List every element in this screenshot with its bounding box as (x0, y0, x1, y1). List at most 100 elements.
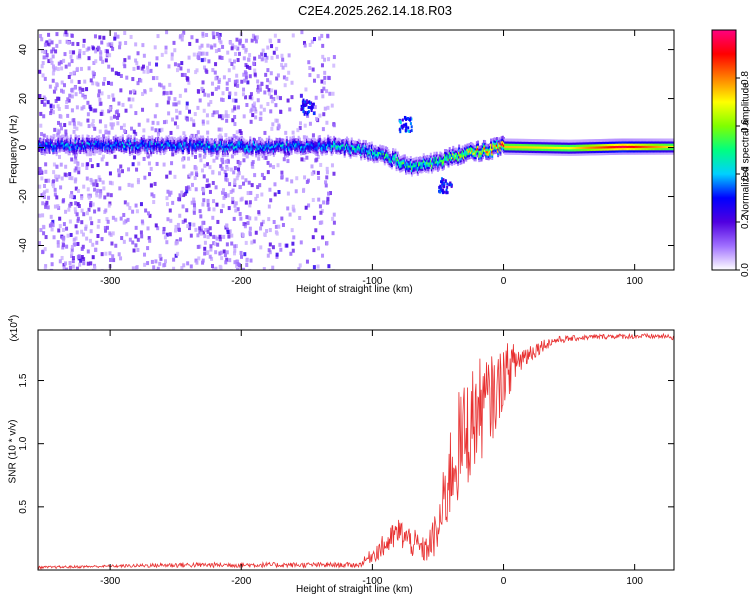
ridge-cell (350, 150, 353, 154)
noise-speckle (146, 261, 150, 266)
ridge-cell (315, 141, 318, 145)
ridge-cell (578, 148, 581, 152)
ridge-cell (492, 142, 495, 146)
ridge-cell (549, 150, 552, 154)
ridge-cell (75, 153, 78, 157)
noise-speckle (85, 165, 89, 170)
ridge-cell (97, 144, 100, 148)
noise-speckle (42, 55, 46, 60)
ridge-cell (245, 148, 248, 152)
ridge-cell (42, 149, 45, 153)
ridge-cell (71, 138, 74, 142)
ridge-cell (582, 143, 585, 147)
noise-speckle (144, 208, 148, 213)
ridge-cell (631, 151, 634, 155)
ridge-cell (545, 148, 548, 152)
ridge-cell (583, 152, 586, 156)
noise-speckle (218, 171, 222, 176)
noise-speckle (43, 102, 47, 107)
ridge-cell (526, 138, 529, 142)
noise-speckle (253, 101, 257, 106)
ridge-cell (574, 139, 577, 143)
noise-speckle (108, 201, 112, 206)
noise-speckle (43, 183, 47, 188)
ridge-cell (174, 145, 177, 149)
ridge-cell (526, 152, 529, 156)
noise-speckle (304, 87, 308, 92)
noise-speckle (263, 52, 267, 57)
ridge-cell (245, 152, 248, 156)
noise-speckle (58, 224, 62, 229)
ridge-cell (349, 155, 352, 159)
noise-speckle (267, 248, 271, 253)
ridge-cell (455, 149, 458, 153)
ridge-cell (355, 154, 358, 158)
ridge-cell (194, 144, 197, 148)
ridge-cell (460, 152, 463, 156)
noise-speckle (325, 166, 329, 171)
ridge-cell (396, 151, 399, 155)
ridge-cell (56, 135, 59, 139)
noise-speckle (78, 51, 82, 56)
ridge-cell (381, 156, 384, 160)
ridge-cell (550, 143, 553, 147)
ridge-cell (283, 146, 286, 150)
ridge-cell (388, 157, 391, 161)
ridge-cell (537, 145, 540, 149)
ridge-cell (331, 144, 334, 148)
ridge-cell (530, 147, 533, 151)
ridge-cell (126, 135, 129, 139)
ridge-cell (117, 143, 120, 147)
ridge-cell (503, 148, 506, 152)
noise-speckle (67, 40, 71, 45)
noise-speckle (92, 182, 96, 187)
ridge-cell (107, 144, 110, 148)
ridge-cell (334, 137, 337, 141)
noise-speckle (112, 114, 116, 119)
ridge-cell (487, 150, 490, 154)
ridge-cell (52, 142, 55, 146)
ridge-cell (301, 149, 304, 153)
noise-speckle (77, 53, 81, 58)
ridge-cell (449, 160, 452, 164)
ridge-cell (179, 146, 182, 150)
ridge-cell (390, 166, 393, 170)
noise-speckle (185, 208, 189, 213)
ridge-cell (181, 149, 184, 153)
ridge-cell (86, 136, 89, 140)
ridge-cell (517, 147, 520, 151)
ridge-cell (490, 138, 493, 142)
noise-speckle (92, 60, 96, 65)
ridge-cell (563, 152, 566, 156)
ridge-cell (407, 160, 410, 164)
ridge-cell (152, 141, 155, 145)
ridge-cell (240, 140, 243, 144)
noise-speckle (41, 250, 45, 255)
ridge-cell (245, 141, 248, 145)
ridge-cell (602, 145, 605, 149)
ridge-cell (549, 148, 552, 152)
ridge-cell (617, 149, 620, 153)
noise-speckle (52, 67, 56, 72)
ridge-cell (262, 139, 265, 143)
ridge-cell (554, 150, 557, 154)
ridge-cell (315, 146, 318, 150)
noise-speckle (170, 56, 174, 61)
ridge-cell (567, 144, 570, 148)
ridge-cell (272, 149, 275, 153)
ridge-cell (503, 150, 506, 154)
ridge-cell (72, 141, 75, 145)
ridge-cell (97, 135, 100, 139)
ridge-cell (495, 148, 498, 152)
ridge-cell (513, 147, 516, 151)
ridge-cell (298, 139, 301, 143)
ridge-cell (558, 150, 561, 154)
ridge-cell (353, 147, 356, 151)
ridge-cell (215, 149, 218, 153)
ridge-cell (240, 142, 243, 146)
ridge-cell (324, 145, 327, 149)
ridge-cell (366, 147, 369, 151)
noise-speckle (317, 246, 321, 251)
ridge-cell (211, 151, 214, 155)
ridge-cell (526, 149, 529, 153)
